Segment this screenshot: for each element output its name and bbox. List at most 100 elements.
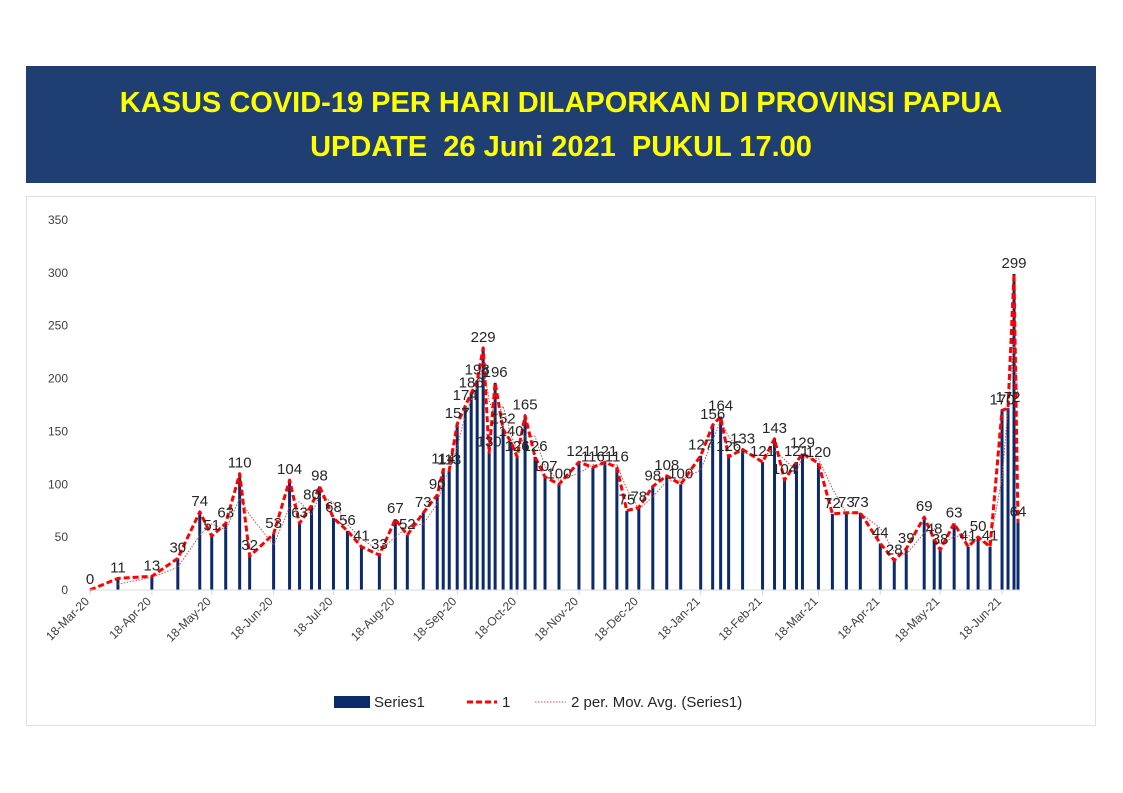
bar [515,456,519,590]
data-label: 126 [505,438,530,455]
x-tick-label: 18-Dec-20 [591,594,641,644]
data-label: 121 [592,443,617,460]
bar [176,558,180,590]
y-tick-label: 50 [55,530,69,544]
data-label: 127 [688,437,713,454]
bar [487,452,491,590]
bar [830,513,834,590]
data-label: 52 [399,516,416,533]
bar [272,533,276,590]
data-label: 114 [431,450,455,467]
data-label: 100 [668,465,693,482]
x-tick-label: 18-Jan-21 [655,594,703,642]
data-label: 63 [946,504,963,521]
bar [577,462,581,590]
data-label: 67 [387,500,404,517]
data-label: 33 [371,536,388,553]
bar [800,453,804,590]
data-label: 165 [513,397,538,414]
bar [637,507,641,590]
data-label: 74 [191,493,208,510]
data-label: 63 [217,504,234,521]
data-label: 152 [491,410,516,427]
data-label: 73 [852,494,869,511]
bar [318,486,322,590]
data-label: 108 [654,457,679,474]
data-label: 51 [203,517,220,534]
data-label: 164 [708,398,733,415]
legend-swatch-series1 [334,696,370,708]
x-tick-label: 18-Mar-21 [772,594,821,643]
data-label: 73 [838,494,855,511]
bar [938,549,942,590]
data-label: 104 [772,461,797,478]
bar [591,467,595,590]
data-label: 174 [453,387,478,404]
bar [665,475,669,590]
data-label: 133 [730,430,755,447]
x-tick-label: 18-Jul-20 [290,594,336,640]
y-tick-label: 100 [48,477,68,491]
y-tick-label: 150 [48,424,68,438]
bars-group [116,273,1020,590]
bar [603,462,607,590]
bar [310,505,314,590]
x-tick-label: 18-Aug-20 [348,594,398,644]
data-label: 13 [144,557,161,574]
legend-label-movavg: 2 per. Mov. Avg. (Series1) [571,694,742,711]
data-label: 156 [700,406,725,423]
x-tick-label: 18-May-20 [163,594,214,645]
bar [543,476,547,590]
title-banner: KASUS COVID-19 PER HARI DILAPORKAN DI PR… [26,66,1096,183]
bar [435,494,439,590]
data-label: 100 [546,465,571,482]
bar [761,462,765,590]
data-label: 39 [898,530,915,547]
data-label: 73 [415,494,432,511]
data-label: 64 [1010,503,1027,520]
data-label: 32 [241,537,258,554]
bar [533,456,537,590]
bar [727,456,731,590]
data-label: 104 [277,461,302,478]
bar [858,512,862,590]
data-label: 41 [960,528,977,545]
title-line-2: UPDATE 26 Juni 2021 PUKUL 17.00 [310,130,812,163]
data-label: 69 [916,498,933,515]
data-label: 186 [459,374,484,391]
bar [377,555,381,590]
bar [741,449,745,590]
legend: Series1 1 2 per. Mov. Avg. (Series1) [334,694,742,711]
data-label: 38 [932,531,949,548]
bar [469,393,473,590]
data-label: 157 [445,405,470,422]
y-tick-label: 0 [61,583,68,597]
bar [1012,273,1016,590]
x-tick-label: 18-Apr-20 [106,594,154,642]
bar [298,523,302,590]
data-label: 98 [644,467,661,484]
data-label: 130 [477,434,502,451]
bar [248,556,252,590]
x-tick-label: 18-Apr-21 [835,594,883,642]
bar [288,480,292,590]
y-axis-ticks: 0 50 100 150 200 250 300 350 [48,213,68,597]
data-label: 30 [169,539,186,556]
bar [523,415,527,590]
data-label: 53 [265,515,282,532]
data-label: 107 [533,458,558,475]
bar [441,469,445,590]
bar [699,455,703,590]
title-line-1: KASUS COVID-19 PER HARI DILAPORKAN DI PR… [119,86,1003,119]
data-label: 0 [86,571,94,588]
data-label: 116 [605,448,629,465]
data-label: 121 [784,443,809,460]
x-tick-label: 18-Mar-20 [43,594,92,643]
data-label: 50 [970,518,987,535]
data-label: 28 [886,541,903,558]
data-label: 129 [790,435,815,452]
bar [501,429,505,590]
bar [625,510,629,590]
